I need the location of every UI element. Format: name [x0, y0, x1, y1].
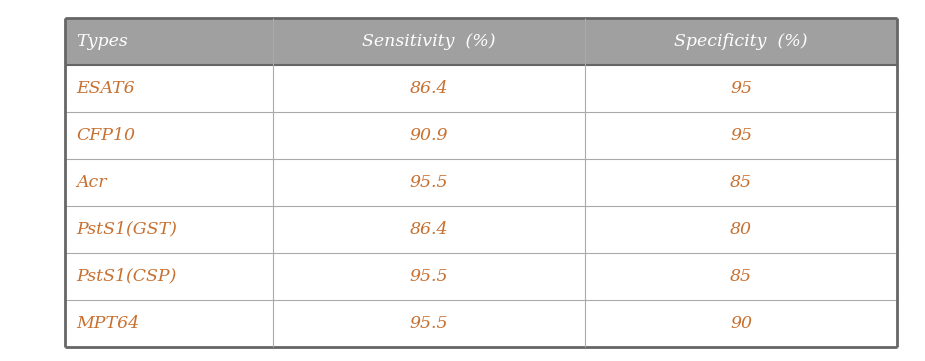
Text: Types: Types: [76, 33, 128, 50]
Text: 95: 95: [730, 80, 752, 97]
Text: 85: 85: [730, 174, 752, 191]
Text: 95: 95: [730, 127, 752, 144]
Text: 80: 80: [730, 221, 752, 238]
Text: 95.5: 95.5: [410, 174, 449, 191]
Text: 85: 85: [730, 268, 752, 285]
Text: Sensitivity  (%): Sensitivity (%): [363, 33, 496, 50]
Text: 90.9: 90.9: [410, 127, 449, 144]
Text: PstS1(GST): PstS1(GST): [76, 221, 177, 238]
Text: 86.4: 86.4: [410, 221, 449, 238]
Text: CFP10: CFP10: [76, 127, 135, 144]
Text: 90: 90: [730, 314, 752, 332]
Text: 95.5: 95.5: [410, 268, 449, 285]
Text: PstS1(CSP): PstS1(CSP): [76, 268, 177, 285]
Text: 86.4: 86.4: [410, 80, 449, 97]
Text: Specificity  (%): Specificity (%): [674, 33, 808, 50]
Text: MPT64: MPT64: [76, 314, 139, 332]
Text: Acr: Acr: [76, 174, 106, 191]
Text: ESAT6: ESAT6: [76, 80, 134, 97]
Text: 95.5: 95.5: [410, 314, 449, 332]
